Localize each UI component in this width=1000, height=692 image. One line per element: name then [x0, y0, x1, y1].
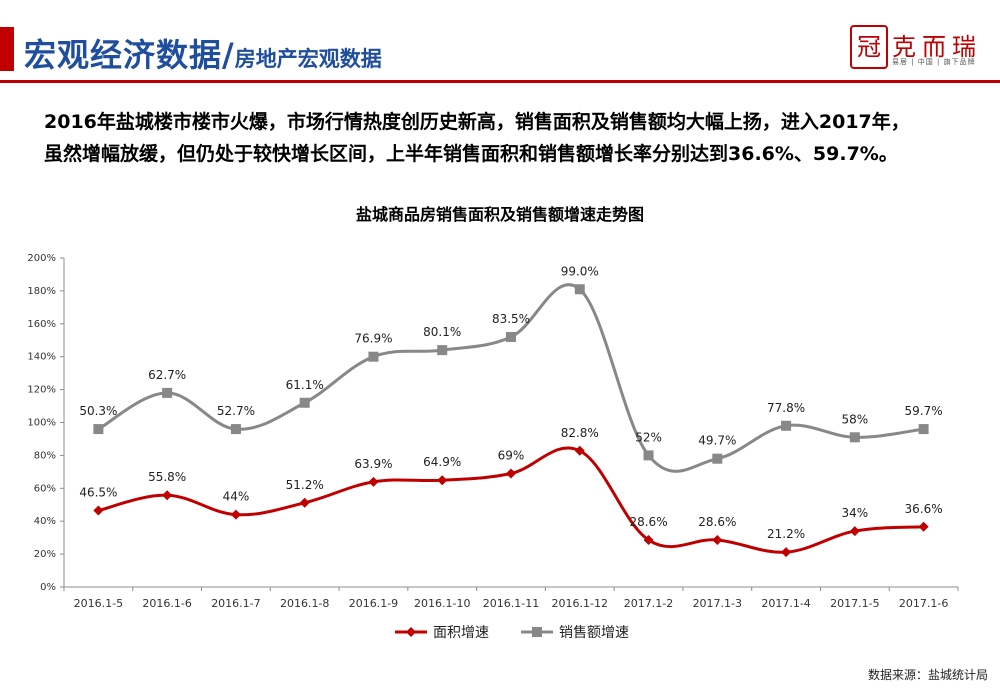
- y-tick-label: 0%: [40, 582, 56, 593]
- data-label: 51.2%: [286, 478, 324, 492]
- header: 宏观经济数据/房地产宏观数据 冠 克而瑞 易居 | 中国 | 旗下品牌: [0, 0, 1000, 84]
- y-tick-label: 100%: [27, 418, 56, 429]
- data-point-marker: [781, 547, 792, 558]
- x-tick-label: 2017.1-3: [693, 597, 742, 610]
- y-tick-label: 160%: [27, 319, 56, 330]
- y-tick-label: 140%: [27, 352, 56, 363]
- x-tick-label: 2016.1-5: [74, 597, 123, 610]
- data-label: 83.5%: [492, 312, 530, 326]
- header-accent-bar: [0, 27, 14, 71]
- x-tick-label: 2016.1-10: [414, 597, 470, 610]
- legend-marker: [532, 627, 542, 637]
- legend-label: 销售额增速: [559, 625, 629, 641]
- data-point-marker: [93, 424, 104, 435]
- data-label: 46.5%: [79, 486, 117, 500]
- data-point-marker: [230, 424, 241, 435]
- data-label: 80.1%: [423, 325, 461, 339]
- header-divider: [0, 80, 1000, 83]
- data-point-marker: [506, 468, 516, 479]
- data-label: 49.7%: [698, 434, 736, 448]
- data-point-marker: [712, 534, 723, 545]
- y-tick-label: 40%: [34, 516, 56, 527]
- y-tick-label: 60%: [34, 483, 56, 494]
- data-label: 59.7%: [905, 404, 943, 418]
- data-label: 69%: [498, 448, 525, 462]
- data-point-marker: [918, 521, 929, 532]
- summary-line-2: 虽然增幅放缓，但仍处于较快增长区间，上半年销售面积和销售额增长率分别达到36.6…: [44, 143, 898, 165]
- data-label: 52.7%: [217, 404, 255, 418]
- y-tick-label: 20%: [34, 549, 56, 560]
- chart-title: 盐城商品房销售面积及销售额增速走势图: [355, 205, 644, 224]
- data-label: 61.1%: [286, 378, 324, 392]
- data-label: 64.9%: [423, 455, 461, 469]
- header-title: 宏观经济数据/房地产宏观数据: [24, 30, 382, 76]
- data-point-marker: [918, 424, 929, 435]
- data-point-marker: [368, 476, 379, 487]
- line-chart: 0% 20% 40% 60% 80% 100% 120% 140% 160% 180% 200% 20…: [27, 253, 959, 641]
- seal-icon: 冠: [850, 25, 888, 69]
- data-label: 99.0%: [561, 264, 599, 278]
- data-point-marker: [849, 432, 860, 443]
- data-label: 63.9%: [354, 457, 392, 471]
- data-point-marker: [437, 345, 448, 356]
- data-label: 44%: [223, 490, 250, 504]
- data-label: 50.3%: [79, 404, 117, 418]
- brand-logo: 冠 克而瑞 易居 | 中国 | 旗下品牌: [850, 25, 1000, 73]
- data-label: 58%: [842, 412, 869, 426]
- data-point-marker: [643, 534, 654, 545]
- data-label: 28.6%: [698, 515, 736, 529]
- data-point-marker: [506, 331, 516, 342]
- data-label: 77.8%: [767, 401, 805, 415]
- data-point-marker: [712, 453, 723, 464]
- data-label: 55.8%: [148, 470, 186, 484]
- data-point-marker: [574, 284, 585, 295]
- data-point-marker: [368, 351, 379, 362]
- x-tick-label: 2016.1-6: [142, 597, 191, 610]
- data-point-marker: [437, 475, 448, 486]
- x-tick-label: 2017.1-4: [761, 597, 810, 610]
- data-label: 34%: [842, 506, 869, 520]
- x-tick-label: 2017.1-6: [899, 597, 948, 610]
- brand-tagline: 易居 | 中国 | 旗下品牌: [892, 58, 976, 66]
- x-tick-label: 2016.1-11: [483, 597, 539, 610]
- data-label: 52%: [635, 430, 662, 444]
- data-source: 数据来源：盐城统计局: [867, 668, 988, 682]
- brand-name: 克而瑞: [892, 33, 982, 61]
- data-point-marker: [162, 387, 173, 398]
- x-tick-label: 2016.1-12: [552, 597, 608, 610]
- data-point-marker: [230, 509, 241, 520]
- data-point-marker: [93, 505, 104, 516]
- data-label: 62.7%: [148, 368, 186, 382]
- data-point-marker: [574, 445, 585, 456]
- page-subtitle: 房地产宏观数据: [234, 47, 382, 71]
- y-tick-label: 80%: [34, 450, 56, 461]
- summary-line-1: 2016年盐城楼市楼市火爆，市场行情热度创历史新高，销售面积及销售额均大幅上扬，…: [44, 111, 910, 133]
- x-tick-label: 2017.1-5: [830, 597, 879, 610]
- summary-text: 2016年盐城楼市楼市火爆，市场行情热度创历史新高，销售面积及销售额均大幅上扬，…: [44, 106, 984, 170]
- data-point-marker: [162, 490, 173, 501]
- data-label: 36.6%: [905, 502, 943, 516]
- x-tick-label: 2016.1-7: [211, 597, 260, 610]
- y-tick-label: 200%: [27, 253, 56, 264]
- data-point-marker: [643, 450, 654, 461]
- data-point-marker: [299, 497, 310, 508]
- legend-marker: [406, 627, 416, 637]
- data-label: 28.6%: [629, 515, 667, 529]
- data-label: 76.9%: [354, 332, 392, 346]
- page-title: 宏观经济数据/: [24, 36, 235, 74]
- y-tick-label: 120%: [27, 385, 56, 396]
- data-label: 82.8%: [561, 426, 599, 440]
- data-point-marker: [781, 420, 792, 431]
- y-tick-label: 180%: [27, 286, 56, 297]
- data-point-marker: [299, 397, 310, 408]
- x-tick-label: 2016.1-9: [349, 597, 398, 610]
- data-point-marker: [849, 526, 860, 537]
- legend-label: 面积增速: [433, 625, 489, 641]
- data-label: 21.2%: [767, 527, 805, 541]
- x-tick-label: 2016.1-8: [280, 597, 329, 610]
- x-tick-label: 2017.1-2: [624, 597, 673, 610]
